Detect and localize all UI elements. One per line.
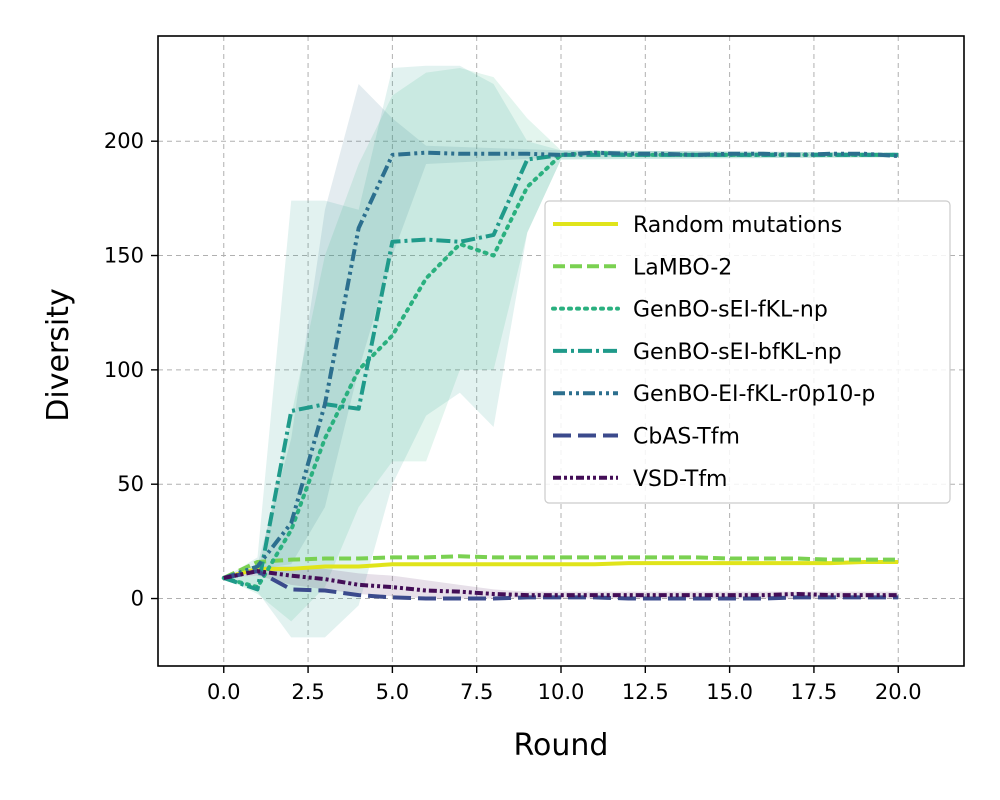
- legend-label: GenBO-sEI-fKL-np: [633, 298, 828, 323]
- x-tick-label: 7.5: [460, 680, 493, 704]
- legend-label: VSD-Tfm: [633, 467, 728, 492]
- confidence-band: [223, 65, 899, 638]
- legend-label: Random mutations: [633, 213, 842, 238]
- legend-label: CbAS-Tfm: [633, 425, 740, 450]
- x-tick-label: 20.0: [875, 680, 922, 704]
- y-tick-label: 150: [104, 244, 144, 268]
- y-tick-label: 100: [104, 358, 144, 382]
- series-line: [223, 569, 899, 598]
- x-tick-label: 10.0: [538, 680, 585, 704]
- x-tick-label: 12.5: [622, 680, 669, 704]
- x-tick-label: 2.5: [291, 680, 324, 704]
- series-line: [223, 559, 899, 580]
- y-tick-label: 50: [117, 472, 144, 496]
- series-line: [223, 569, 899, 601]
- confidence-band: [223, 84, 899, 578]
- x-axis-title: Round: [514, 728, 609, 763]
- x-tick-label: 15.0: [706, 680, 753, 704]
- legend: Random mutations LaMBO-2 GenBO-sEI-fKL-np G…: [544, 200, 951, 504]
- confidence-band: [223, 566, 899, 599]
- legend-frame: [544, 200, 951, 504]
- x-tick-label: 0.0: [207, 680, 240, 704]
- confidence-bands: [223, 65, 899, 638]
- series-line: [223, 150, 899, 580]
- legend-label: LaMBO-2: [633, 255, 732, 280]
- series-line: [222, 554, 899, 580]
- x-tick-label: 5.0: [376, 680, 409, 704]
- series-line: [221, 150, 901, 590]
- series-lines: [221, 150, 901, 601]
- legend-label: GenBO-sEI-bfKL-np: [633, 340, 842, 365]
- y-axis-title: Diversity: [41, 288, 76, 421]
- confidence-band: [223, 68, 899, 622]
- axis-ticks: 0.0 2.5 5.0 7.5 10.0 12.5 15.0 17.5 20.0 0 50 100 15…: [104, 129, 922, 704]
- x-tick-label: 17.5: [791, 680, 838, 704]
- y-tick-label: 200: [104, 129, 144, 153]
- series-line: [223, 152, 899, 592]
- legend-label: GenBO-EI-fKL-r0p10-p: [633, 382, 875, 407]
- y-tick-label: 0: [131, 587, 144, 611]
